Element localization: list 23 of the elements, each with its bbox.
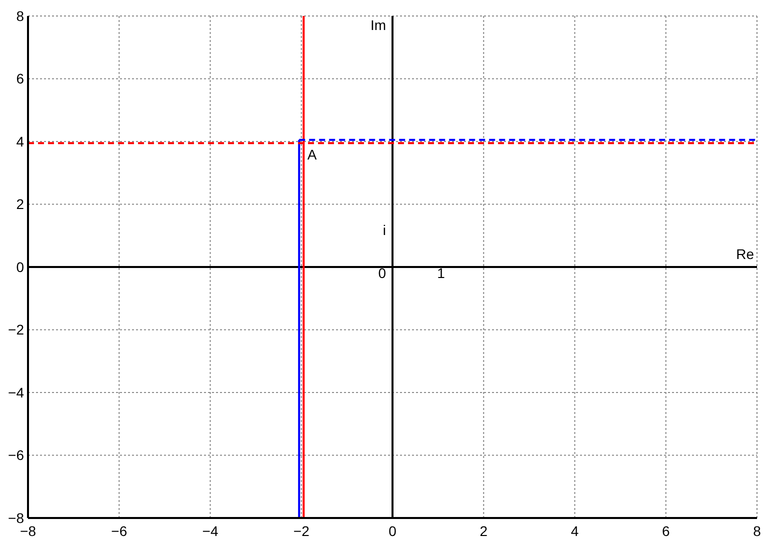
x-tick-label: 0 xyxy=(388,522,397,539)
y-tick-label: 6 xyxy=(16,70,24,87)
x-tick-label: −2 xyxy=(293,522,310,539)
y-tick-label: 0 xyxy=(16,258,24,275)
y-tick-label: −4 xyxy=(8,384,24,400)
annotation: 0 xyxy=(378,265,386,281)
x-tick-label: 8 xyxy=(753,522,762,539)
x-tick-label: −6 xyxy=(111,522,128,539)
x-tick-label: 4 xyxy=(570,522,579,539)
y-tick-label: 4 xyxy=(16,133,24,150)
x-tick-label: −4 xyxy=(202,522,218,539)
x-tick-label: 6 xyxy=(662,522,670,539)
annotation: 1 xyxy=(437,265,446,281)
y-tick-label: −2 xyxy=(8,322,24,338)
y-tick-label: −6 xyxy=(8,447,24,464)
annotation: i xyxy=(382,222,386,238)
y-tick-label: 8 xyxy=(16,8,24,24)
y-tick-label: 2 xyxy=(16,196,24,212)
annotation: Im xyxy=(370,17,386,33)
annotation: Re xyxy=(736,246,754,262)
y-tick-label: −8 xyxy=(8,510,24,526)
annotation: A xyxy=(307,146,318,162)
x-tick-label: 2 xyxy=(480,522,488,539)
